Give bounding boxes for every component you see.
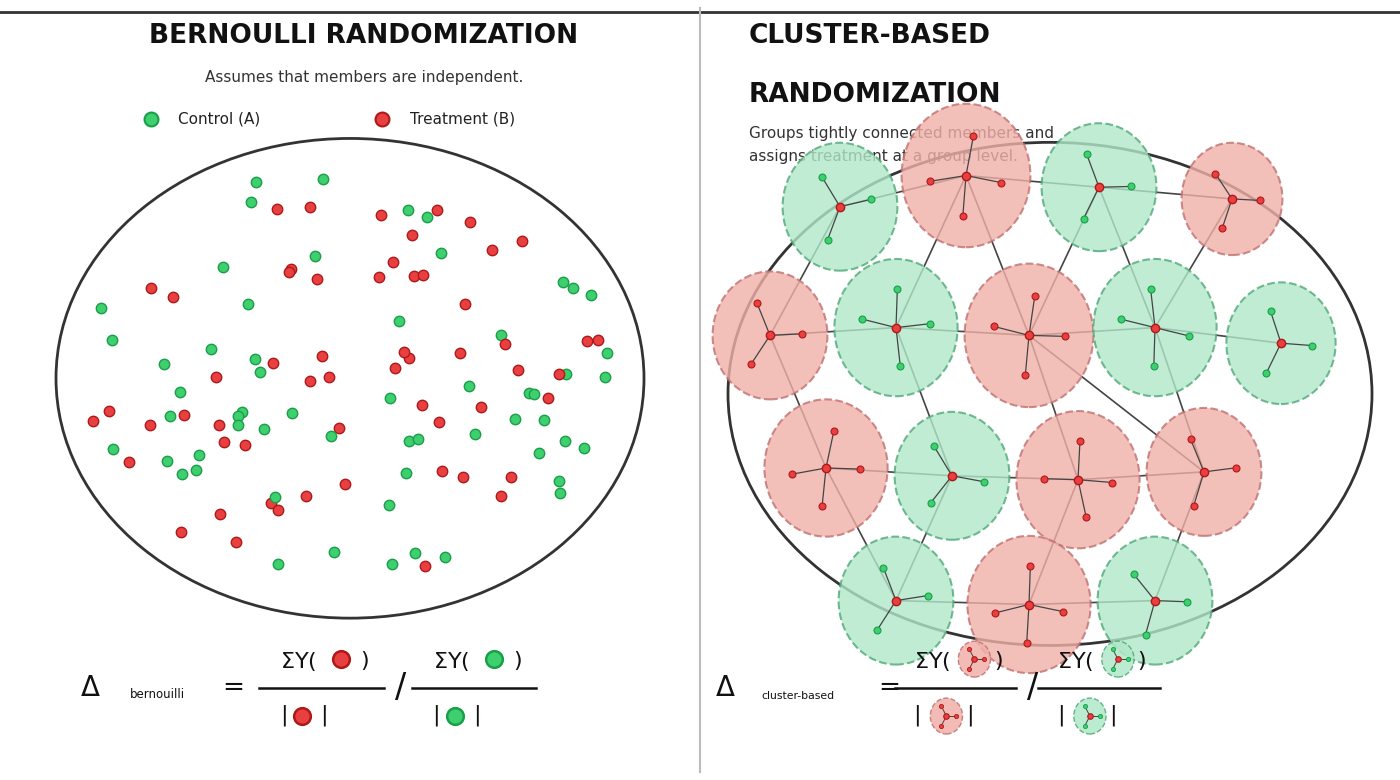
Text: BERNOULLI RANDOMIZATION: BERNOULLI RANDOMIZATION — [150, 23, 578, 49]
Text: Control (A): Control (A) — [179, 111, 260, 126]
Text: CLUSTER-BASED: CLUSTER-BASED — [749, 23, 991, 49]
Circle shape — [839, 537, 953, 665]
Text: Assumes that members are independent.: Assumes that members are independent. — [204, 70, 524, 85]
Circle shape — [930, 698, 963, 734]
Text: =: = — [879, 675, 900, 701]
Text: =: = — [223, 675, 245, 701]
Circle shape — [967, 536, 1091, 673]
Circle shape — [965, 264, 1093, 407]
Text: $\mathit{\Delta}$: $\mathit{\Delta}$ — [81, 674, 101, 702]
Text: $\Sigma$Y(: $\Sigma$Y( — [1057, 650, 1093, 673]
Text: $\Sigma$Y(: $\Sigma$Y( — [913, 650, 951, 673]
Text: |: | — [913, 704, 921, 726]
Text: $\Sigma$Y(: $\Sigma$Y( — [433, 650, 469, 673]
Circle shape — [783, 143, 897, 271]
Text: ): ) — [994, 651, 1002, 672]
Text: bernouilli: bernouilli — [129, 689, 185, 701]
Text: RANDOMIZATION: RANDOMIZATION — [749, 82, 1001, 108]
Text: Groups tightly connected members and
assigns treatment at a group level.: Groups tightly connected members and ass… — [749, 126, 1054, 164]
Circle shape — [1226, 282, 1336, 404]
Circle shape — [1016, 411, 1140, 548]
Text: $\mathit{\Delta}$: $\mathit{\Delta}$ — [715, 674, 736, 702]
Text: /: / — [395, 672, 406, 704]
Circle shape — [834, 259, 958, 396]
Text: |: | — [966, 704, 973, 726]
Text: /: / — [1026, 672, 1039, 704]
Circle shape — [1074, 698, 1106, 734]
Text: |: | — [280, 704, 287, 726]
Circle shape — [1093, 259, 1217, 396]
Circle shape — [958, 641, 991, 677]
Text: ): ) — [512, 651, 522, 672]
Text: $\Sigma$Y(: $\Sigma$Y( — [280, 650, 316, 673]
Circle shape — [764, 399, 888, 537]
Text: Treatment (B): Treatment (B) — [409, 111, 515, 126]
Text: |: | — [433, 704, 440, 726]
Circle shape — [713, 271, 827, 399]
Circle shape — [1098, 537, 1212, 665]
Text: cluster-based: cluster-based — [762, 691, 834, 700]
Circle shape — [1102, 641, 1134, 677]
Text: |: | — [321, 704, 328, 726]
Text: |: | — [1057, 704, 1064, 726]
Text: ): ) — [360, 651, 368, 672]
Circle shape — [902, 104, 1030, 247]
Text: |: | — [473, 704, 480, 726]
Circle shape — [1182, 143, 1282, 255]
Circle shape — [1042, 123, 1156, 251]
Text: |: | — [1109, 704, 1117, 726]
Circle shape — [895, 412, 1009, 540]
Text: ): ) — [1137, 651, 1147, 672]
Circle shape — [1147, 408, 1261, 536]
